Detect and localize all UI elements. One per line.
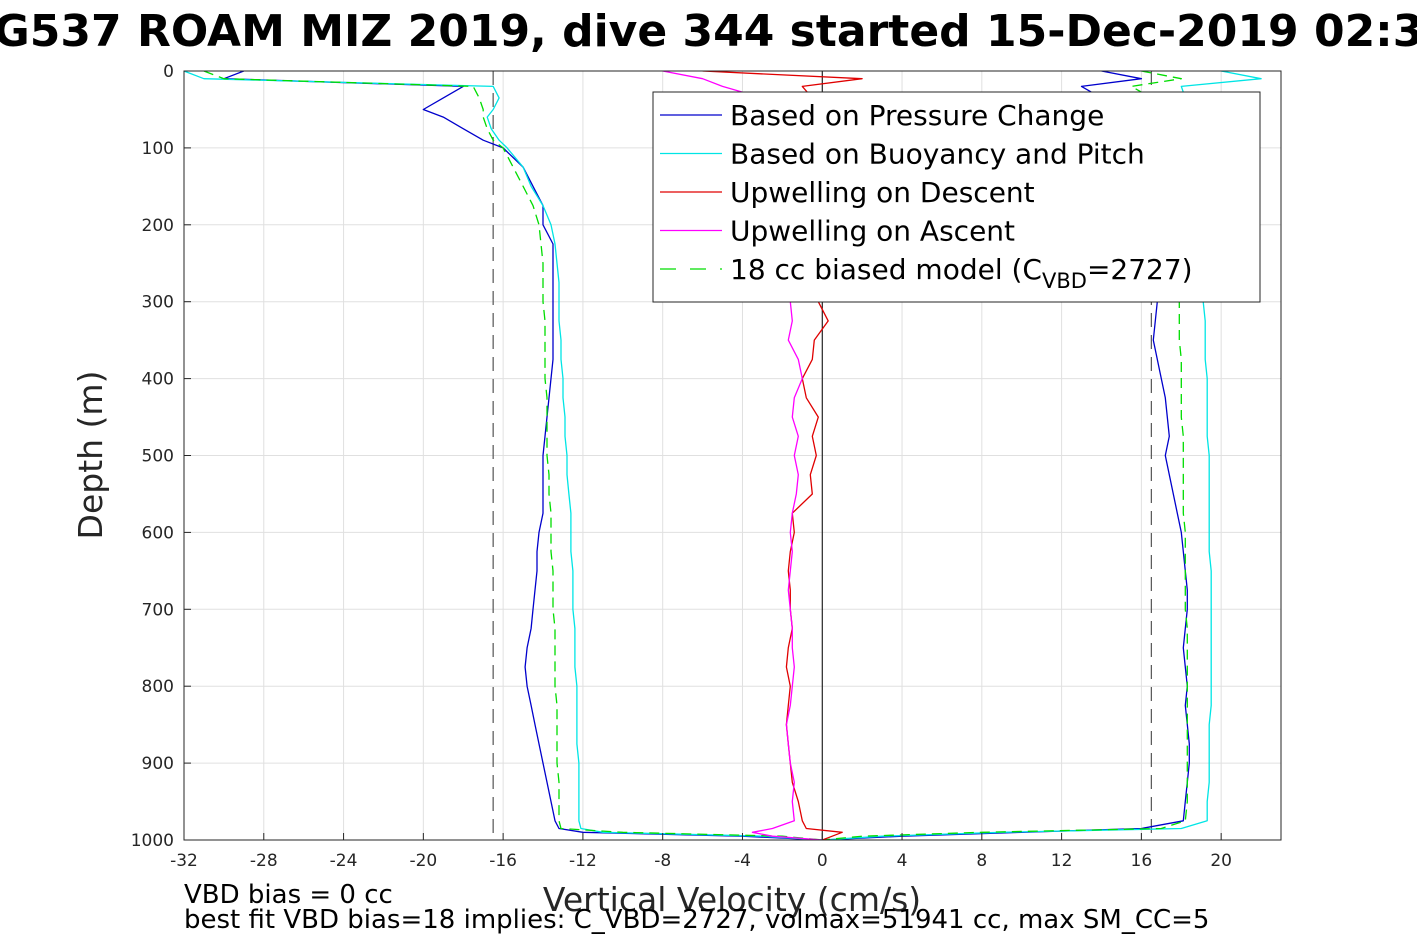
y-tick-label: 300 — [142, 293, 174, 313]
series-line-pressure_desc — [223, 71, 823, 840]
legend-label: Upwelling on Descent — [730, 176, 1035, 209]
y-tick-label: 700 — [142, 600, 174, 620]
x-tick-label: -32 — [170, 851, 198, 871]
x-tick-label: 0 — [817, 851, 828, 871]
best-fit-note: best fit VBD bias=18 implies: C_VBD=2727… — [184, 905, 1209, 935]
y-tick-label: 500 — [142, 447, 174, 467]
series-line-model_desc — [203, 71, 823, 840]
y-tick-label: 400 — [142, 370, 174, 390]
y-tick-label: 200 — [142, 216, 174, 236]
x-tick-label: -24 — [330, 851, 358, 871]
legend: Based on Pressure Change Based on Buoyanc… — [652, 91, 1261, 303]
x-tick-label: 4 — [897, 851, 908, 871]
x-tick-label: 20 — [1210, 851, 1232, 871]
y-tick-label: 600 — [142, 523, 174, 543]
legend-label: Based on Buoyancy and Pitch — [730, 138, 1145, 171]
y-tick-label: 900 — [142, 754, 174, 774]
axis-ticks: -32 -28 -24 -20 -16 -12 -8 -4 0 4 8 12 16 20010020030… — [131, 62, 1232, 871]
x-tick-label: -12 — [569, 851, 597, 871]
x-tick-label: -16 — [489, 851, 517, 871]
x-tick-label: 12 — [1051, 851, 1073, 871]
vbd-bias-note: VBD bias = 0 cc — [184, 880, 393, 910]
y-tick-label: 0 — [163, 62, 174, 82]
x-tick-label: -28 — [250, 851, 278, 871]
y-axis-label: Depth (m) — [71, 371, 110, 540]
y-tick-label: 1000 — [131, 831, 174, 851]
y-tick-label: 100 — [142, 139, 174, 159]
y-tick-label: 800 — [142, 677, 174, 697]
x-tick-label: 8 — [976, 851, 987, 871]
legend-box — [652, 91, 1261, 303]
x-tick-label: -8 — [654, 851, 671, 871]
x-tick-label: -20 — [409, 851, 437, 871]
legend-label: Upwelling on Ascent — [730, 215, 1015, 248]
x-tick-label: -4 — [734, 851, 751, 871]
chart-title: SG537 ROAM MIZ 2019, dive 344 started 15… — [0, 6, 1417, 57]
x-tick-label: 16 — [1131, 851, 1153, 871]
legend-label: Based on Pressure Change — [730, 99, 1104, 132]
x-axis-label: Vertical Velocity (cm/s) — [543, 880, 921, 919]
series-line-buoyancy_desc — [184, 71, 823, 840]
legend-label: 18 cc biased model (CVBD=2727) — [730, 253, 1193, 293]
